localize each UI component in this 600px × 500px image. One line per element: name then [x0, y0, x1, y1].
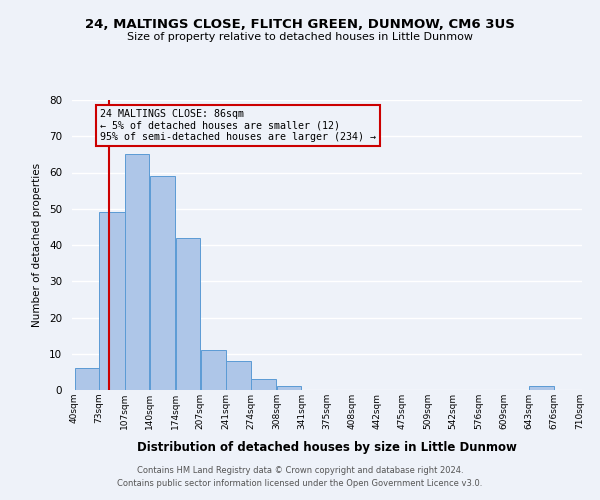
Bar: [125, 154, 149, 390]
Bar: [277, 386, 301, 390]
Bar: [251, 379, 276, 390]
Text: Size of property relative to detached houses in Little Dunmow: Size of property relative to detached ho…: [127, 32, 473, 42]
Text: 24 MALTINGS CLOSE: 86sqm
← 5% of detached houses are smaller (12)
95% of semi-de: 24 MALTINGS CLOSE: 86sqm ← 5% of detache…: [100, 109, 376, 142]
Bar: [74, 368, 99, 390]
Bar: [226, 361, 251, 390]
Bar: [100, 212, 125, 390]
Bar: [200, 350, 226, 390]
Bar: [150, 176, 175, 390]
Text: Contains HM Land Registry data © Crown copyright and database right 2024.
Contai: Contains HM Land Registry data © Crown c…: [118, 466, 482, 487]
Text: 24, MALTINGS CLOSE, FLITCH GREEN, DUNMOW, CM6 3US: 24, MALTINGS CLOSE, FLITCH GREEN, DUNMOW…: [85, 18, 515, 30]
Y-axis label: Number of detached properties: Number of detached properties: [32, 163, 42, 327]
Bar: [529, 386, 554, 390]
Text: Distribution of detached houses by size in Little Dunmow: Distribution of detached houses by size …: [137, 441, 517, 454]
Bar: [176, 238, 200, 390]
